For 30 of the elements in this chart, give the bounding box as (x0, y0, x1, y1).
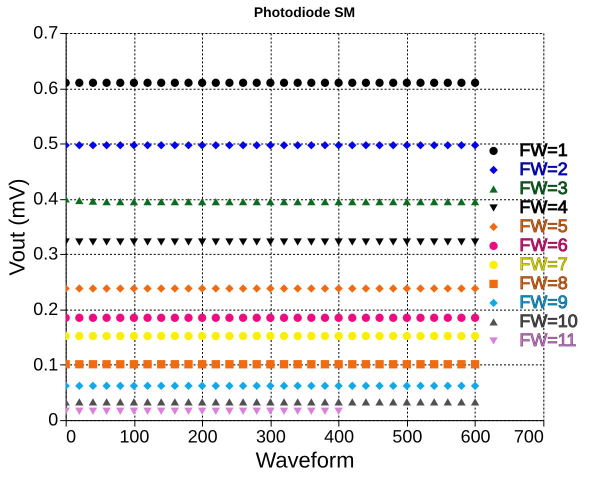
x-tick-label: 700 (514, 426, 544, 446)
legend-label: FW=7 (519, 254, 568, 274)
x-axis-title: Waveform (256, 447, 354, 472)
legend-label: FW=11 (519, 330, 576, 350)
x-tick-label: 0 (66, 426, 76, 446)
y-tick-label: 0.7 (33, 22, 58, 42)
y-tick-label: 0.3 (33, 244, 58, 264)
legend-label: FW=8 (519, 272, 568, 293)
legend-label: FW=2 (519, 158, 568, 179)
y-axis-title: Vout (mV) (4, 178, 30, 276)
legend-label: FW=9 (519, 292, 568, 312)
legend-label: FW=4 (519, 196, 568, 217)
y-tick-label: 0.4 (33, 188, 58, 208)
x-tick-label: 600 (460, 426, 491, 446)
y-tick-label: 0 (48, 410, 58, 430)
legend-label: FW=10 (519, 310, 578, 331)
y-tick-label: 0.5 (33, 133, 58, 154)
x-tick-label: 200 (188, 426, 218, 446)
legend-label: FW=6 (519, 234, 568, 255)
x-tick-label: 300 (256, 426, 286, 446)
legend-label: FW=3 (519, 178, 568, 198)
x-tick-label: 500 (392, 426, 422, 446)
x-tick-label: 100 (119, 426, 150, 446)
x-tick-label: 400 (324, 426, 354, 446)
chart-title: Photodiode SM (254, 4, 356, 20)
y-tick-label: 0.2 (33, 298, 58, 319)
y-tick-label: 0.1 (33, 354, 58, 374)
legend-label: FW=5 (519, 216, 568, 236)
legend-label: FW=1 (519, 140, 568, 160)
y-tick-label: 0.6 (33, 78, 58, 98)
